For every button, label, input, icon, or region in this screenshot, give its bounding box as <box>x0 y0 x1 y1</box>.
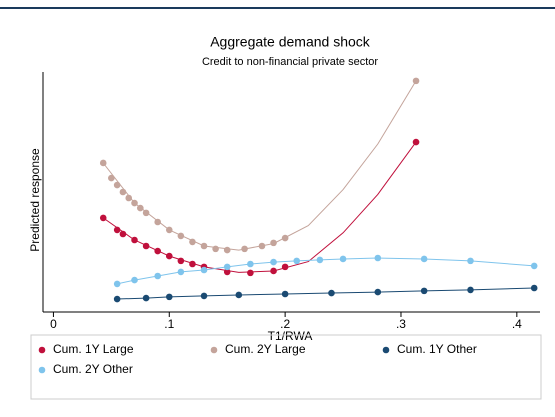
y-axis-label: Predicted response <box>28 148 42 252</box>
chart-title: Aggregate demand shock <box>210 34 371 50</box>
point <box>189 260 196 268</box>
point <box>99 214 107 222</box>
point <box>316 256 324 264</box>
point <box>420 255 428 263</box>
point <box>223 268 231 276</box>
point <box>247 269 254 277</box>
point <box>113 226 121 234</box>
point <box>270 267 277 275</box>
point <box>270 258 277 266</box>
point <box>200 242 208 250</box>
point <box>223 246 231 254</box>
point <box>113 295 121 303</box>
point <box>293 257 301 265</box>
top-rule <box>0 7 555 9</box>
legend-box <box>30 334 542 400</box>
point <box>154 272 161 280</box>
point <box>165 226 173 234</box>
point <box>328 289 335 297</box>
point <box>99 159 107 167</box>
point <box>467 257 474 265</box>
point <box>119 188 127 196</box>
legend-marker <box>38 346 46 354</box>
point <box>212 245 219 253</box>
point <box>241 245 248 253</box>
legend-label: Cum. 1Y Other <box>397 342 477 356</box>
point <box>339 255 347 263</box>
point <box>420 287 428 295</box>
point <box>131 276 138 284</box>
x-tick-label: .2 <box>280 317 290 331</box>
point <box>154 247 161 255</box>
point <box>374 288 382 296</box>
legend-marker <box>382 346 390 354</box>
point <box>177 268 185 276</box>
legend-label: Cum. 2Y Large <box>225 342 306 356</box>
point <box>467 286 474 294</box>
point <box>119 230 127 238</box>
point <box>154 218 161 226</box>
fit-line <box>102 141 417 273</box>
point <box>281 290 289 298</box>
point <box>177 257 185 265</box>
point <box>200 292 208 300</box>
point <box>142 242 150 250</box>
point <box>125 194 133 202</box>
x-axis-label: T1/RWA <box>268 329 313 343</box>
x-tick-label: .1 <box>164 317 174 331</box>
point <box>142 209 150 217</box>
point <box>177 232 185 240</box>
chart-subtitle: Credit to non-financial private sector <box>202 56 378 68</box>
point <box>108 174 115 182</box>
point <box>165 252 173 260</box>
legend-marker <box>210 346 218 354</box>
point <box>530 262 538 270</box>
x-tick-label: .3 <box>396 317 406 331</box>
point <box>223 263 231 271</box>
legend-label: Cum. 1Y Large <box>53 342 134 356</box>
point <box>374 254 382 262</box>
x-tick-label: .4 <box>512 317 522 331</box>
point <box>247 260 254 268</box>
point <box>165 293 173 301</box>
point <box>189 238 196 246</box>
legend-marker <box>38 366 46 374</box>
point <box>142 294 150 302</box>
point <box>113 280 121 288</box>
legend-label: Cum. 2Y Other <box>53 362 133 376</box>
fit-line <box>102 80 417 251</box>
point <box>235 291 243 299</box>
point <box>270 239 277 247</box>
point <box>412 77 420 85</box>
point <box>530 284 538 292</box>
point <box>258 242 266 250</box>
point <box>412 138 420 146</box>
point <box>131 199 138 207</box>
point <box>281 263 289 271</box>
point <box>281 234 289 242</box>
x-tick-label: 0 <box>50 317 57 331</box>
point <box>113 181 121 189</box>
point <box>200 266 208 274</box>
point <box>137 204 144 212</box>
point <box>131 236 138 244</box>
